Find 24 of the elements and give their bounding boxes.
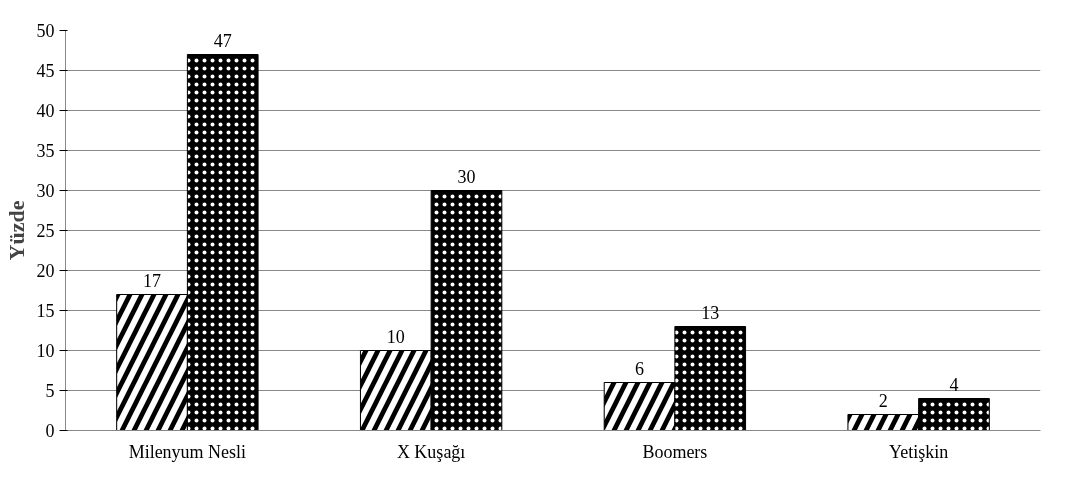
x-tick-label: Boomers [642, 441, 708, 462]
data-label: 47 [213, 30, 232, 51]
data-label: 4 [949, 374, 959, 395]
data-label: 17 [143, 270, 162, 291]
x-tick-label: Yetişkin [889, 441, 949, 462]
x-tick-label: Milenyum Nesli [128, 441, 247, 462]
x-tick-label: X Kuşağı [396, 441, 466, 462]
data-label: 30 [457, 166, 476, 187]
data-label: 10 [386, 326, 405, 347]
y-tick-label: 35 [36, 141, 55, 161]
y-tick-label: 50 [36, 21, 55, 41]
y-tick-label: 30 [36, 181, 55, 201]
y-tick-label: 0 [45, 421, 55, 441]
data-label: 6 [635, 358, 645, 379]
y-tick-label: 5 [45, 381, 55, 401]
y-tick-label: 10 [36, 341, 55, 361]
y-tick-label: 15 [36, 301, 55, 321]
data-label: 13 [701, 302, 720, 323]
y-tick-label: 20 [36, 261, 55, 281]
y-tick-label: 45 [36, 61, 55, 81]
y-tick-label: 40 [36, 101, 55, 121]
y-tick-label: 25 [36, 221, 55, 241]
data-label: 2 [878, 390, 888, 411]
y-axis-title: Yüzde [3, 200, 29, 261]
